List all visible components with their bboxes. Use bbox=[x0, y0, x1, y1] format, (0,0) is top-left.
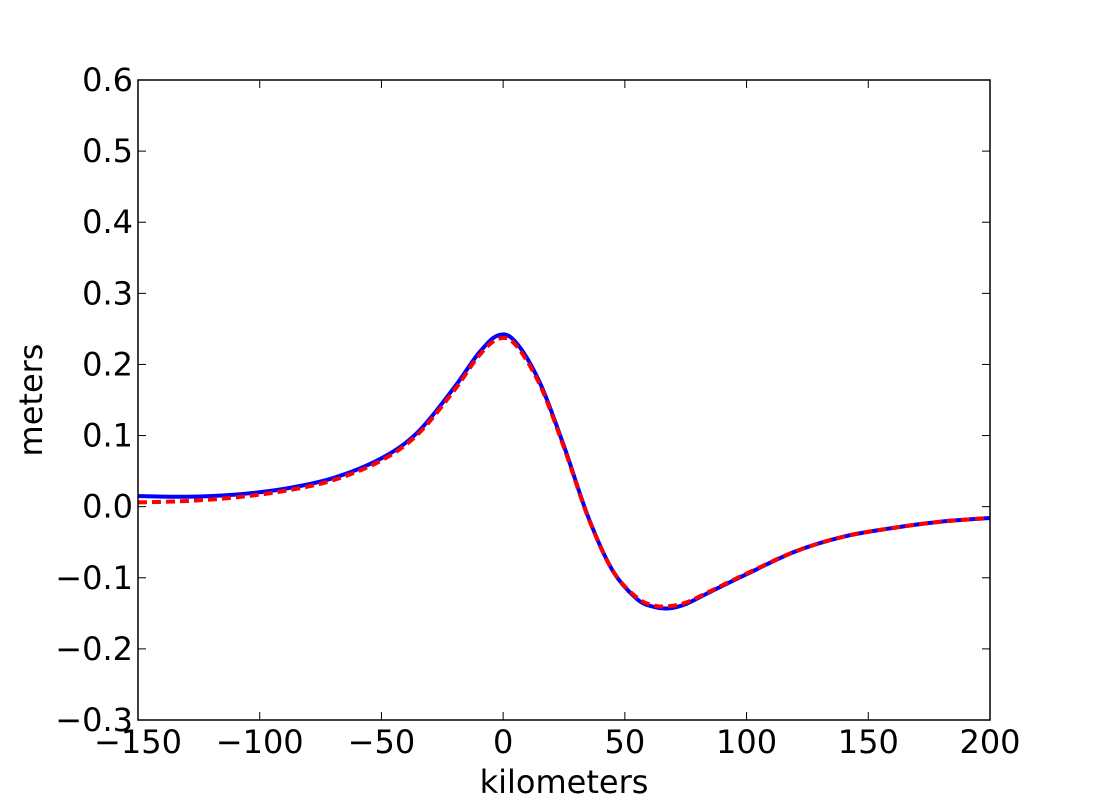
x-tick-label: 0 bbox=[493, 723, 513, 761]
series-layer bbox=[137, 332, 991, 611]
y-tick-label: 0.2 bbox=[82, 345, 133, 383]
y-tick-label: 0.5 bbox=[82, 132, 133, 170]
y-axis-title: meters bbox=[12, 344, 50, 457]
x-tick-label: 150 bbox=[838, 723, 899, 761]
x-tick-label: −50 bbox=[348, 723, 416, 761]
y-tick-label: 0.6 bbox=[82, 61, 133, 99]
y-tick-label: 0.3 bbox=[82, 274, 133, 312]
tick-label-layer: −150 −100 −50 0 50 100 150 200 −0.3 −0.2 −0.1 0.0 0.… bbox=[55, 61, 1020, 761]
y-tick-label: −0.2 bbox=[55, 630, 133, 668]
x-tick-label: 100 bbox=[716, 723, 777, 761]
x-tick-label: −150 bbox=[94, 723, 182, 761]
x-tick-label: 200 bbox=[959, 723, 1020, 761]
plot-area bbox=[138, 80, 990, 720]
x-tick-label: 50 bbox=[604, 723, 645, 761]
x-axis-title: kilometers bbox=[480, 763, 649, 800]
x-tick-label: −100 bbox=[216, 723, 304, 761]
y-tick-label: −0.1 bbox=[55, 559, 133, 597]
y-tick-label: −0.3 bbox=[55, 701, 133, 739]
y-tick-label: 0.0 bbox=[82, 488, 133, 526]
plot-frame bbox=[137, 79, 991, 721]
y-tick-label: 0.1 bbox=[82, 417, 133, 455]
y-tick-label: 0.4 bbox=[82, 203, 133, 241]
dashed-series-line bbox=[137, 335, 991, 609]
